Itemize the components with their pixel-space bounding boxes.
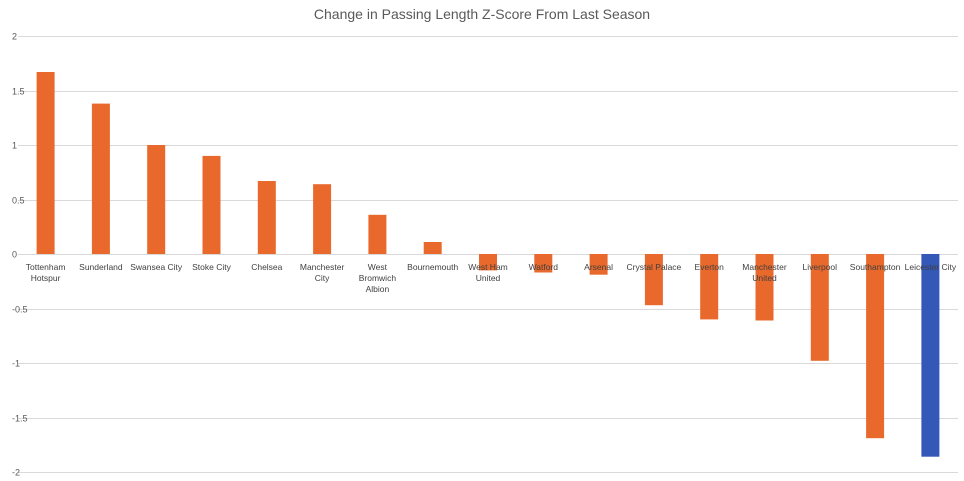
bar (147, 145, 166, 254)
y-tick-label: 1.5 (12, 87, 25, 97)
bar (866, 254, 885, 439)
category-label: Swansea City (130, 262, 183, 272)
bar (644, 254, 663, 306)
y-tick-label: -2 (12, 468, 20, 478)
category-label: Sunderland (79, 262, 123, 272)
category-label: Southampton (850, 262, 901, 272)
y-tick-label: 0.5 (12, 196, 25, 206)
bar (589, 254, 608, 275)
category-label: West Ham United (468, 262, 508, 283)
y-tick-label: -0.5 (12, 305, 28, 315)
category-label: Leicester City (905, 262, 957, 272)
bar (202, 155, 221, 254)
category-label: Crystal Palace (626, 262, 681, 272)
chart-title: Change in Passing Length Z-Score From La… (314, 6, 650, 22)
bar (700, 254, 719, 320)
y-tick-label: 2 (12, 32, 17, 42)
category-label: Manchester City (300, 262, 345, 283)
bar (755, 254, 774, 321)
category-label: Watford (529, 262, 559, 272)
category-label: Bournemouth (407, 262, 458, 272)
category-label: Everton (695, 262, 725, 272)
y-tick-label: 0 (12, 250, 17, 260)
y-axis-tick-labels: 2 1.5 1 0.5 0 -0.5 -1 -1.5 -2 (12, 32, 28, 478)
bar (313, 184, 332, 254)
category-label: Liverpool (803, 262, 838, 272)
bar (368, 214, 387, 254)
bar (534, 254, 553, 273)
bar (810, 254, 829, 361)
bar (479, 254, 497, 271)
bar (91, 103, 110, 254)
category-labels: Tottenham Hotspur Sunderland Swansea City St… (26, 262, 957, 294)
y-tick-label: -1 (12, 359, 20, 369)
bar (921, 254, 940, 457)
bars (36, 72, 940, 457)
category-label: Arsenal (584, 262, 613, 272)
y-tick-label: 1 (12, 141, 17, 151)
category-label: Stoke City (192, 262, 231, 272)
bar (36, 72, 55, 254)
category-label: Manchester United (742, 262, 787, 283)
bar (423, 242, 442, 254)
category-label: Tottenham Hotspur (26, 262, 66, 283)
y-tick-label: -1.5 (12, 414, 28, 424)
category-label: West Bromwich Albion (359, 262, 397, 294)
bar (257, 181, 276, 254)
category-label: Chelsea (251, 262, 282, 272)
